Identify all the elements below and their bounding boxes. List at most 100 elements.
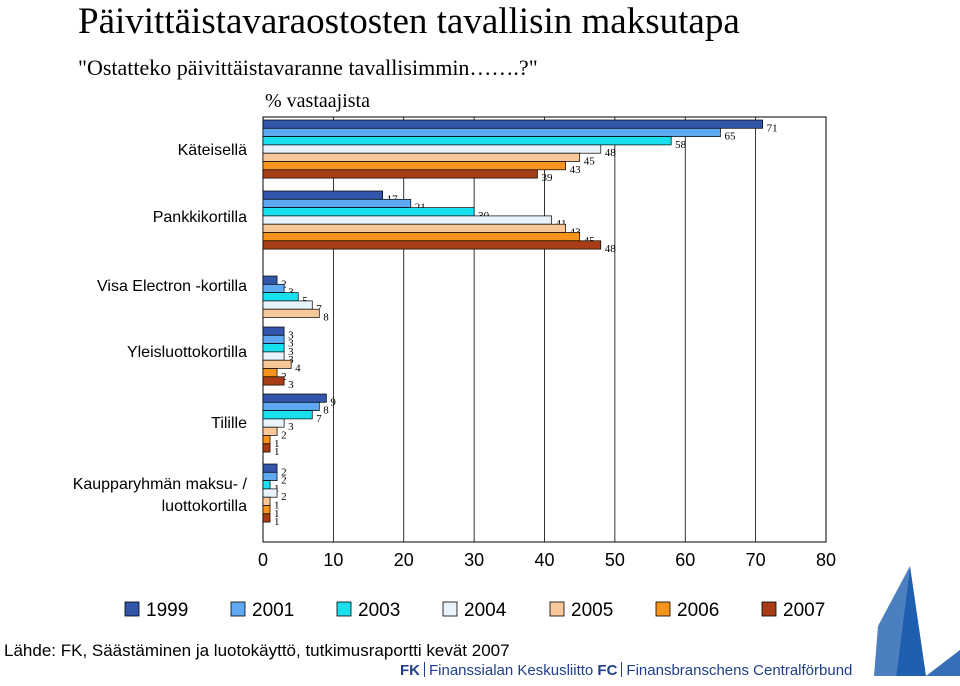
bar [262,283,285,293]
bar [262,119,764,129]
bar [262,368,278,378]
bar [262,190,383,200]
bar [262,443,271,453]
bar [262,232,581,242]
category-label: Visa Electron -kortilla [97,278,247,295]
category-label: Kaupparyhmän maksu- / luottokortilla [73,476,248,515]
x-tick-label: 60 [675,550,695,570]
chart-title: Päivittäistavaraostosten tavallisin maks… [78,1,740,42]
data-label: 3 [288,338,294,350]
bar [262,426,278,436]
data-label: 71 [767,122,778,134]
bar [262,240,602,250]
data-label: 39 [541,172,553,184]
data-label: 8 [323,405,329,417]
bar [262,359,292,369]
bar [262,351,285,361]
bar [262,169,538,179]
fc-abbreviation: FC [597,662,618,679]
data-label: 43 [570,164,582,176]
source-text: Lähde: FK, Säästäminen ja luotokäyttö, t… [4,641,510,660]
legend-swatch [336,601,352,617]
x-tick-label: 20 [394,550,414,570]
fk-abbreviation: FK [400,662,420,679]
legend-label: 2004 [464,600,507,621]
data-label: 1 [274,500,280,512]
data-label: 45 [584,156,596,168]
data-label: 2 [281,466,287,478]
x-tick-label: 70 [746,550,766,570]
data-label: 48 [605,147,617,159]
chart-subtitle: "Ostatteko päivittäistavaranne tavallisi… [78,55,538,80]
bar [262,496,271,506]
bar [262,275,278,285]
legend-swatch [230,601,246,617]
bar [262,463,278,473]
unit-label: % vastaajista [265,90,370,112]
x-tick-label: 30 [464,550,484,570]
data-label: 65 [724,131,736,143]
legend-swatch [442,601,458,617]
fk-name: Finanssialan Keskusliitto [429,662,594,679]
data-label: 3 [288,379,294,391]
data-label: 2 [281,491,287,503]
data-label: 2 [281,475,287,487]
bar [262,435,271,445]
x-tick-label: 50 [605,550,625,570]
bar [262,513,271,523]
legend-swatch [124,601,140,617]
bar [262,393,327,403]
legend-label: 2006 [677,600,719,621]
bar [262,326,285,336]
legend-label: 1999 [146,600,188,621]
legend-swatch [655,601,671,617]
logo-stripe [874,566,910,676]
bar [262,471,278,481]
legend-label: 2001 [252,600,294,621]
data-label: 3 [288,346,294,358]
bar [262,488,278,498]
bar [262,127,721,137]
bar [262,376,285,386]
category-label: Pankkikortilla [153,209,247,226]
category-label: Yleisluottokortilla [127,344,247,361]
category-label: Käteisellä [178,142,247,159]
data-label: 1 [274,438,280,450]
legend-swatch [549,601,565,617]
data-label: 1 [274,446,280,458]
x-tick-label: 0 [258,550,268,570]
bar-chart: 0102030405060708071172392652133825830537… [73,116,836,621]
bar [262,144,602,154]
bar [262,152,581,162]
separator [424,662,425,677]
logo-stripe [896,566,926,676]
x-tick-label: 40 [534,550,554,570]
bar [262,292,299,302]
bar [262,418,285,428]
legend-label: 2005 [571,600,613,621]
x-tick-label: 80 [816,550,836,570]
data-label: 3 [288,329,294,341]
bar [262,505,271,515]
legend-label: 2007 [783,600,825,621]
data-label: 4 [295,363,301,375]
fc-name: Finansbranschens Centralförbund [626,662,853,679]
bar [262,198,412,208]
data-label: 2 [281,430,287,442]
data-label: 1 [274,516,280,528]
data-label: 7 [316,413,322,425]
bar [262,300,313,310]
x-tick-label: 10 [323,550,343,570]
bar [262,207,475,217]
bar [262,136,672,146]
bar [262,401,320,411]
data-label: 8 [323,312,329,324]
bar [262,343,285,353]
data-label: 58 [675,139,687,151]
legend-swatch [761,601,777,617]
bar [262,223,566,233]
logo-icon [874,566,960,676]
bar [262,161,566,171]
bar [262,308,320,318]
separator [621,662,623,677]
